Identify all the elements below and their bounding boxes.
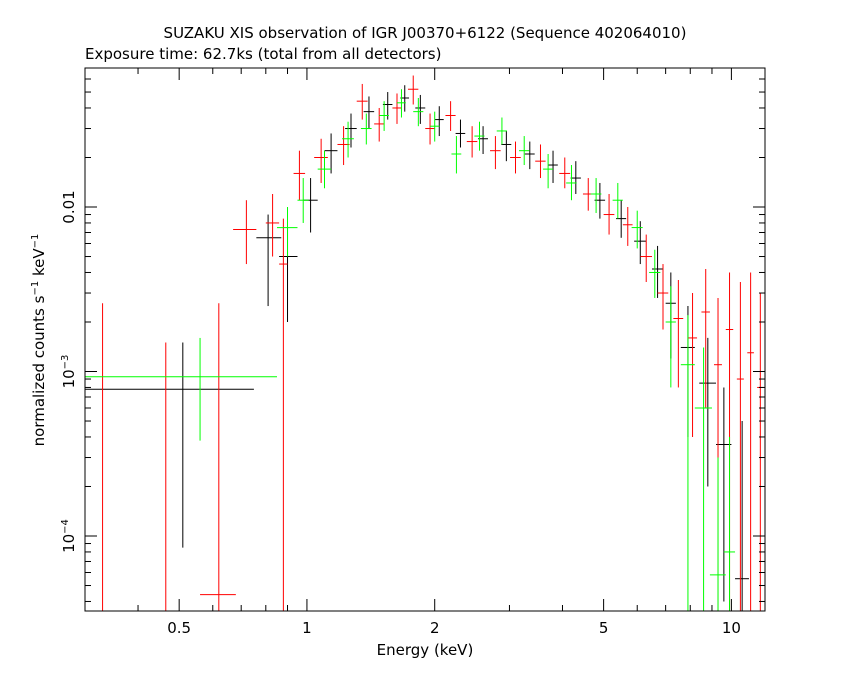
x-tick-label: 5 [599, 619, 609, 637]
data-point [519, 136, 530, 166]
data-point [570, 161, 581, 194]
data-point [337, 126, 350, 166]
data-point [233, 200, 257, 265]
data-point [680, 315, 695, 611]
chart-title: SUZAKU XIS observation of IGR J00370+612… [164, 24, 687, 42]
data-point [590, 178, 602, 213]
plot-data [85, 75, 764, 612]
data-point [524, 141, 535, 170]
data-point [317, 150, 332, 189]
data-point [407, 75, 419, 105]
x-tick-labels: 0.5 1 2 5 10 [167, 619, 741, 637]
data-point [425, 113, 435, 145]
data-point [665, 286, 676, 388]
data-point [342, 121, 354, 158]
data-point [699, 337, 717, 487]
data-point [631, 210, 643, 249]
x-tick-label: 0.5 [167, 619, 191, 637]
y-tick-exponent: −4 [60, 519, 71, 534]
data-point [293, 150, 306, 201]
data-point [360, 113, 372, 145]
data-point [397, 89, 406, 118]
series-red [85, 75, 764, 612]
data-point [501, 130, 512, 162]
chart-subtitle: Exposure time: 62.7ks (total from all de… [85, 45, 441, 63]
data-point [559, 157, 571, 189]
x-tick-label: 1 [302, 619, 312, 637]
data-point [566, 165, 577, 201]
data-point [510, 141, 521, 174]
data-point [474, 121, 485, 151]
series-black [85, 85, 749, 611]
data-point [673, 279, 684, 388]
y-axis-label-mid: keV [30, 248, 48, 281]
data-point [379, 101, 389, 131]
y-tick-labels: 10−410−30.01 [60, 190, 78, 553]
axis-ticks [84, 67, 765, 611]
data-point [649, 249, 661, 298]
series-green [85, 89, 736, 611]
data-point [603, 193, 615, 235]
y-tick-base: 10 [60, 534, 78, 553]
data-point [651, 245, 663, 298]
data-point [612, 182, 623, 219]
data-point [716, 387, 732, 602]
data-point [535, 144, 546, 179]
data-point [392, 93, 402, 124]
data-point [415, 94, 426, 124]
data-point [709, 457, 726, 611]
data-point [356, 83, 368, 120]
data-point [543, 154, 554, 189]
x-axis-label: Energy (keV) [377, 641, 474, 659]
data-point [548, 150, 558, 183]
data-point [374, 107, 385, 142]
data-point [694, 347, 712, 611]
data-point [276, 207, 298, 257]
data-point [735, 421, 749, 611]
data-point [451, 136, 462, 174]
data-point [723, 436, 736, 611]
data-point [345, 113, 357, 148]
data-point [466, 126, 478, 158]
data-point [490, 136, 501, 170]
data-point [314, 138, 328, 183]
y-tick-label: 10−4 [60, 519, 78, 553]
data-point [622, 207, 633, 246]
data-point [657, 264, 669, 330]
data-point [256, 214, 282, 307]
data-point [455, 119, 466, 148]
y-axis-label-main: normalized counts s [30, 295, 48, 446]
data-point [701, 268, 710, 409]
y-axis-label-exp1: −1 [30, 281, 41, 296]
data-point [200, 303, 236, 611]
data-point [434, 106, 444, 137]
y-axis-label-exp2: −1 [30, 234, 41, 249]
data-point [297, 178, 309, 223]
data-point [413, 97, 424, 127]
data-point [363, 96, 375, 129]
y-tick-label: 10−3 [60, 355, 78, 389]
data-point [747, 272, 754, 611]
data-point [640, 234, 652, 283]
data-point [279, 218, 288, 611]
data-point [445, 101, 456, 131]
data-point [430, 111, 440, 142]
data-point [265, 193, 280, 257]
plot-frame [84, 67, 766, 612]
data-point [85, 337, 277, 441]
y-axis-label: normalized counts s−1 keV−1 [30, 234, 48, 447]
x-tick-label: 10 [722, 619, 741, 637]
data-point [736, 282, 744, 611]
y-tick-exponent: −3 [60, 355, 71, 370]
y-tick-base: 10 [60, 369, 78, 388]
data-point [496, 117, 507, 145]
y-tick-label: 0.01 [60, 190, 78, 223]
x-tick-label: 2 [430, 619, 440, 637]
y-tick-base: 0.01 [60, 190, 78, 223]
data-point [324, 133, 338, 174]
